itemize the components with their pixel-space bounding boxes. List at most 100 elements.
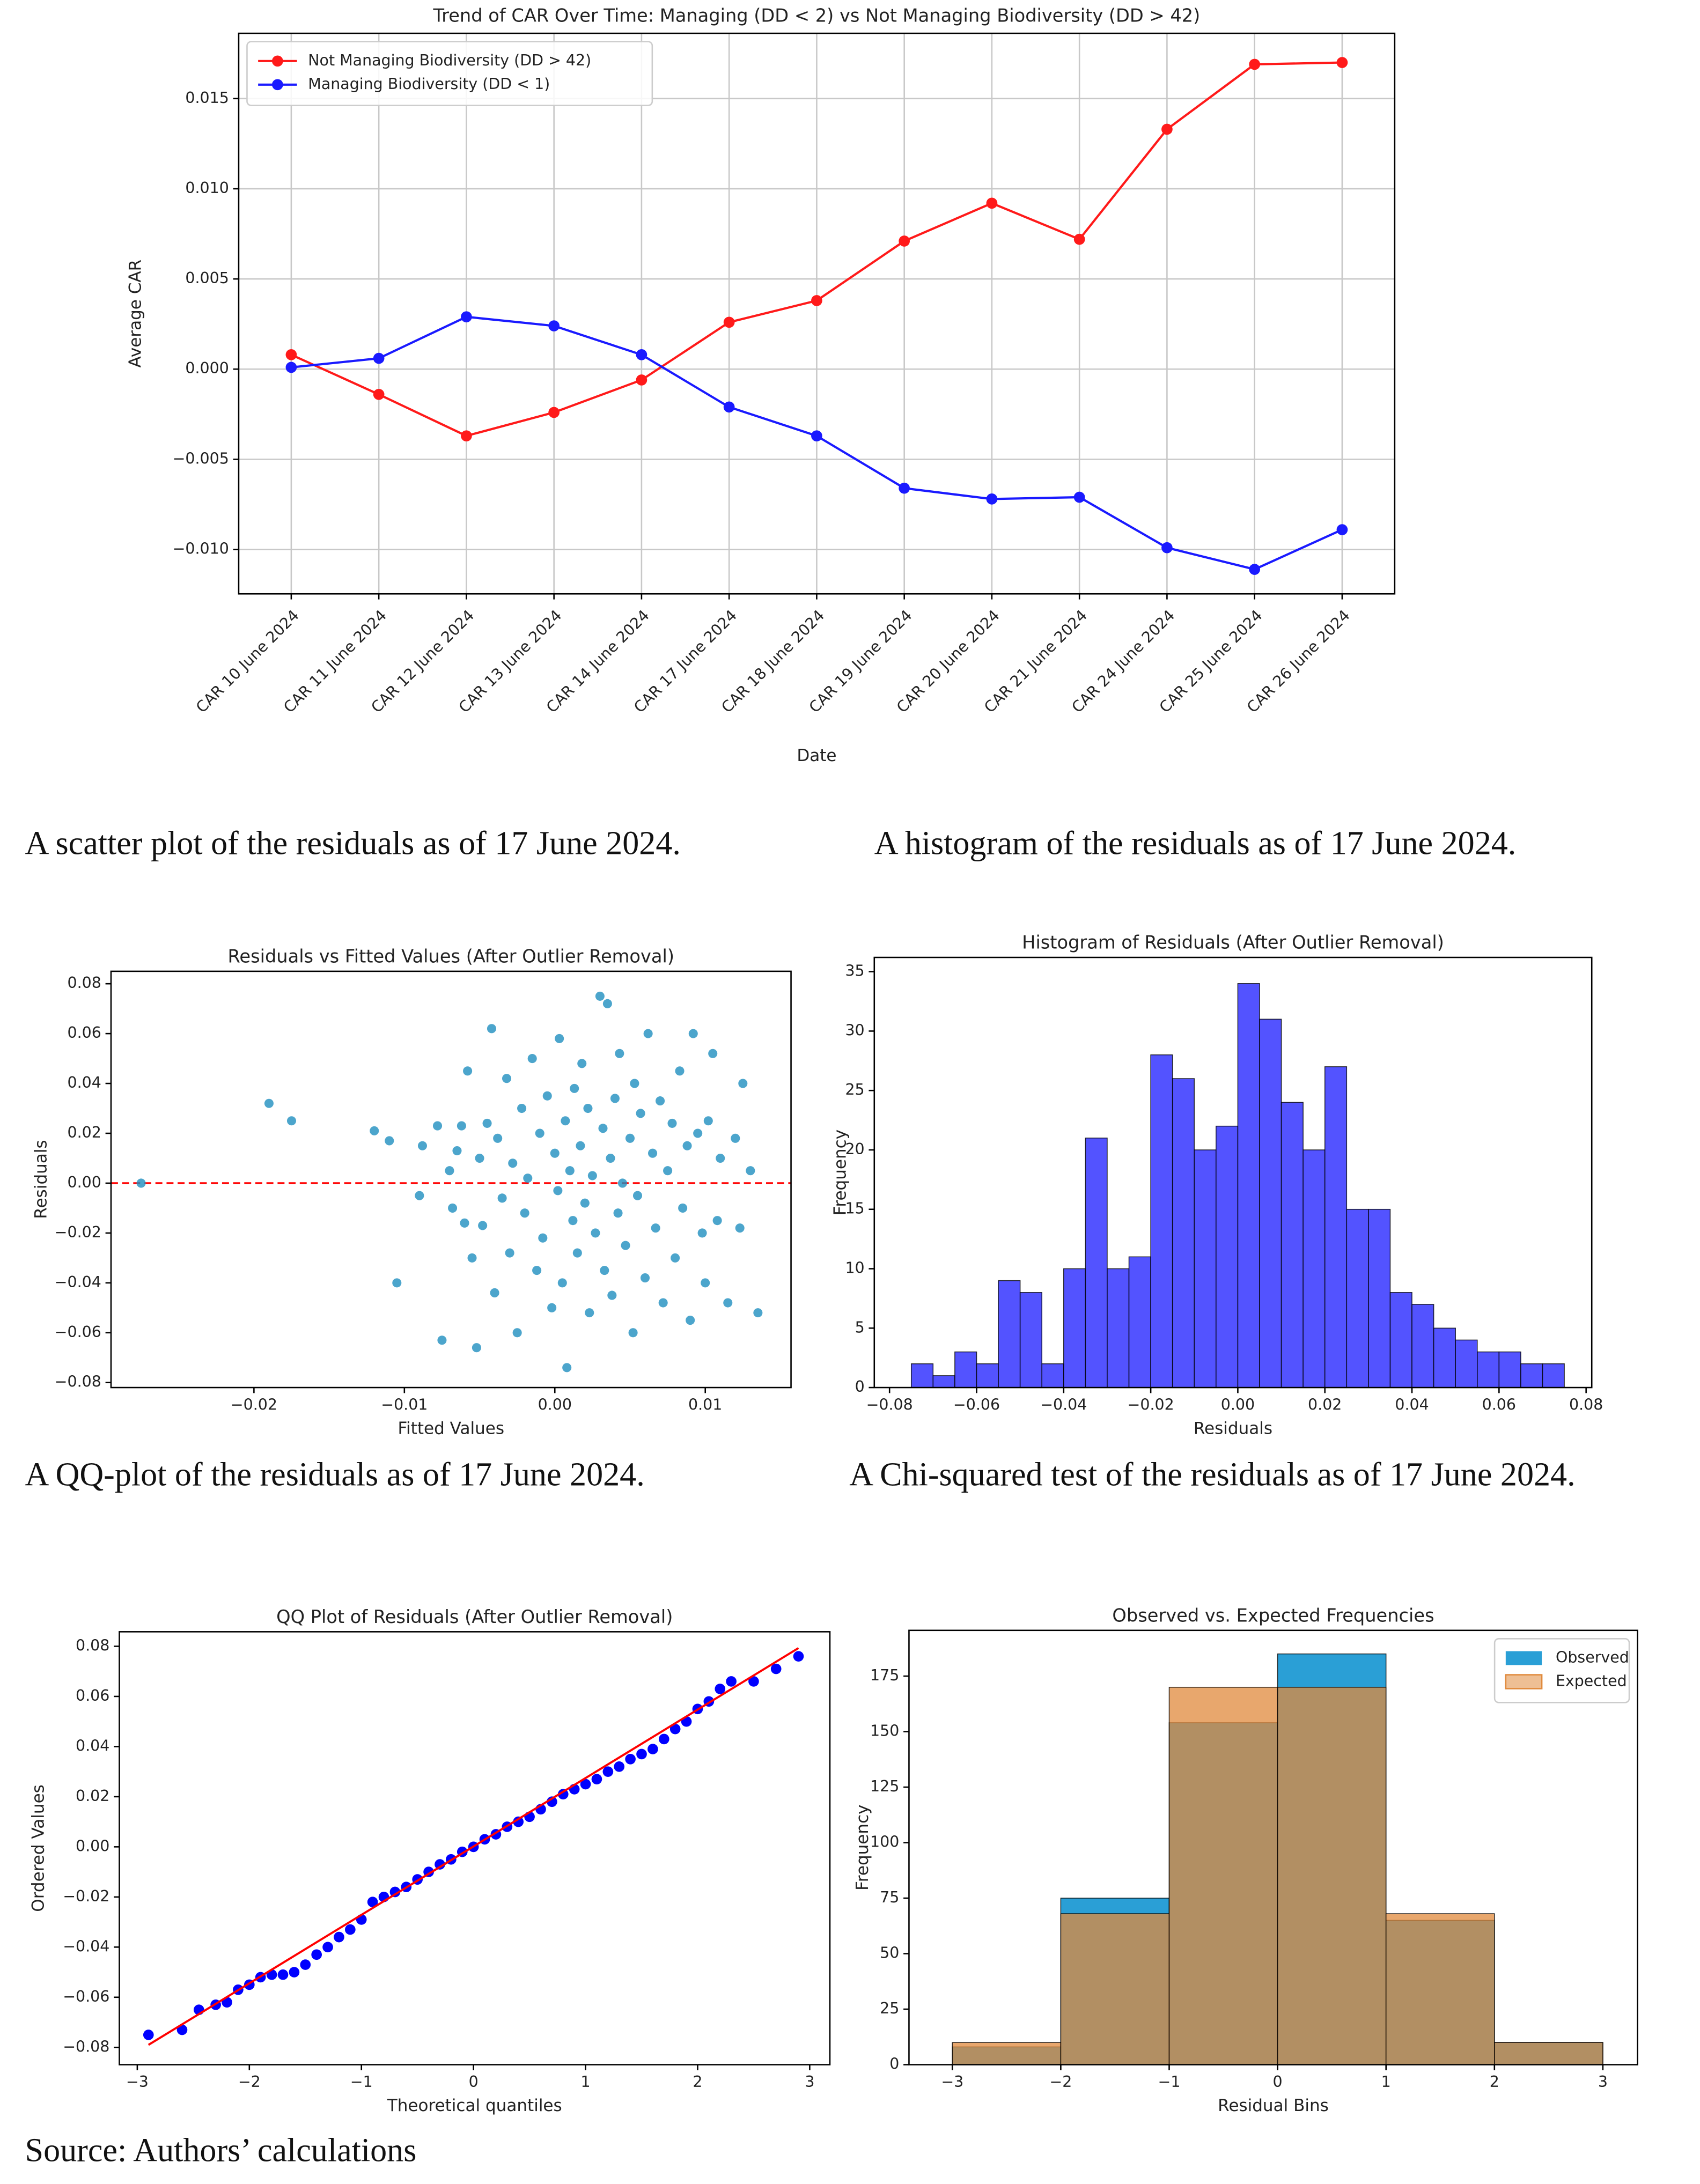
bar [1477,1351,1500,1388]
point [697,1228,707,1238]
x-tick-label: 0.08 [1569,1396,1603,1414]
bar [1150,1054,1173,1388]
point [580,1198,590,1208]
y-tick-label: 0.06 [68,1024,101,1042]
point [176,2024,188,2035]
bar [1128,1256,1151,1388]
x-tick-label: −0.01 [381,1396,428,1414]
bar [1194,1149,1217,1388]
point [746,1166,755,1176]
y-axis-label: Ordered Values [28,1784,48,1912]
marker [548,407,560,418]
bar [1542,1363,1565,1388]
point [555,1034,564,1043]
point [547,1303,557,1312]
point [472,1343,481,1353]
point [565,1166,575,1176]
point [311,1949,322,1960]
chart-title: QQ Plot of Residuals (After Outlier Remo… [276,1606,673,1627]
point [415,1191,424,1200]
marker [636,349,647,360]
plot-frame [110,970,792,1389]
point [614,1761,625,1772]
bar [1019,1292,1042,1388]
plot-frame [119,1631,831,2065]
point [538,1233,548,1243]
y-tick-label: 0.015 [185,89,229,107]
bar [1411,1304,1434,1388]
x-tick-label: 3 [1598,2073,1608,2091]
marker [811,295,822,306]
y-tick-label: −0.02 [63,1887,109,1905]
marker [1336,524,1348,535]
point [513,1816,524,1827]
bar [976,1363,999,1388]
point [585,1308,594,1318]
point [628,1328,638,1338]
point [651,1223,660,1233]
point [640,1273,650,1283]
y-tick-label: −0.06 [55,1323,101,1341]
point [289,1967,300,1978]
bar [1433,1327,1456,1388]
legend-swatch [1505,1651,1542,1665]
bar [1107,1268,1130,1388]
point [613,1208,623,1218]
x-axis-label: Theoretical quantiles [387,2096,562,2115]
x-tick-label: 2 [1490,2073,1499,2091]
point [712,1216,722,1226]
point [621,1241,630,1250]
x-tick-label: 0 [1273,2073,1283,2091]
bar [1063,1268,1086,1388]
point [392,1278,402,1288]
x-tick-label: −0.06 [953,1396,1000,1414]
point [568,1216,578,1226]
legend-swatch [1505,1674,1543,1689]
point [490,1288,499,1297]
y-tick-label: −0.010 [173,540,229,558]
y-tick-label: 0 [855,1378,865,1396]
y-tick-label: −0.06 [63,1988,109,2005]
point [735,1223,745,1233]
marker [899,482,910,494]
x-tick-label: 3 [805,2073,814,2091]
point [136,1178,146,1188]
chart-title: Histogram of Residuals (After Outlier Re… [1022,932,1444,953]
y-tick-label: 25 [845,1081,864,1098]
marker [1073,491,1085,503]
bar [952,2042,1062,2065]
point [277,1969,289,1980]
point [716,1153,725,1163]
marker [986,493,998,505]
x-axis-label: Date [797,746,836,765]
bar [1385,1913,1495,2065]
point [577,1059,587,1068]
point [345,1924,356,1935]
point [532,1266,542,1275]
bar [1324,1066,1348,1388]
point [703,1116,713,1126]
x-tick-label: −0.08 [866,1396,913,1414]
point [658,1733,669,1745]
point [591,1774,602,1785]
x-axis-label: Residuals [1194,1419,1272,1438]
point [389,1886,401,1898]
caption: A QQ-plot of the residuals as of 17 June… [25,1456,645,1493]
point [143,2030,154,2040]
point [482,1118,492,1128]
marker [461,311,472,323]
point [678,1203,688,1213]
point [675,1066,685,1076]
bar [1259,1019,1282,1388]
point [445,1166,454,1176]
point [610,1094,620,1103]
y-tick-label: 0.06 [76,1687,109,1705]
point [463,1066,473,1076]
point [286,1116,297,1126]
y-tick-label: 0.005 [185,269,229,287]
point [715,1684,726,1694]
bar [1368,1208,1391,1388]
x-tick-label: −3 [941,2073,963,2091]
point [527,1054,537,1064]
fit-line [148,1647,799,2046]
